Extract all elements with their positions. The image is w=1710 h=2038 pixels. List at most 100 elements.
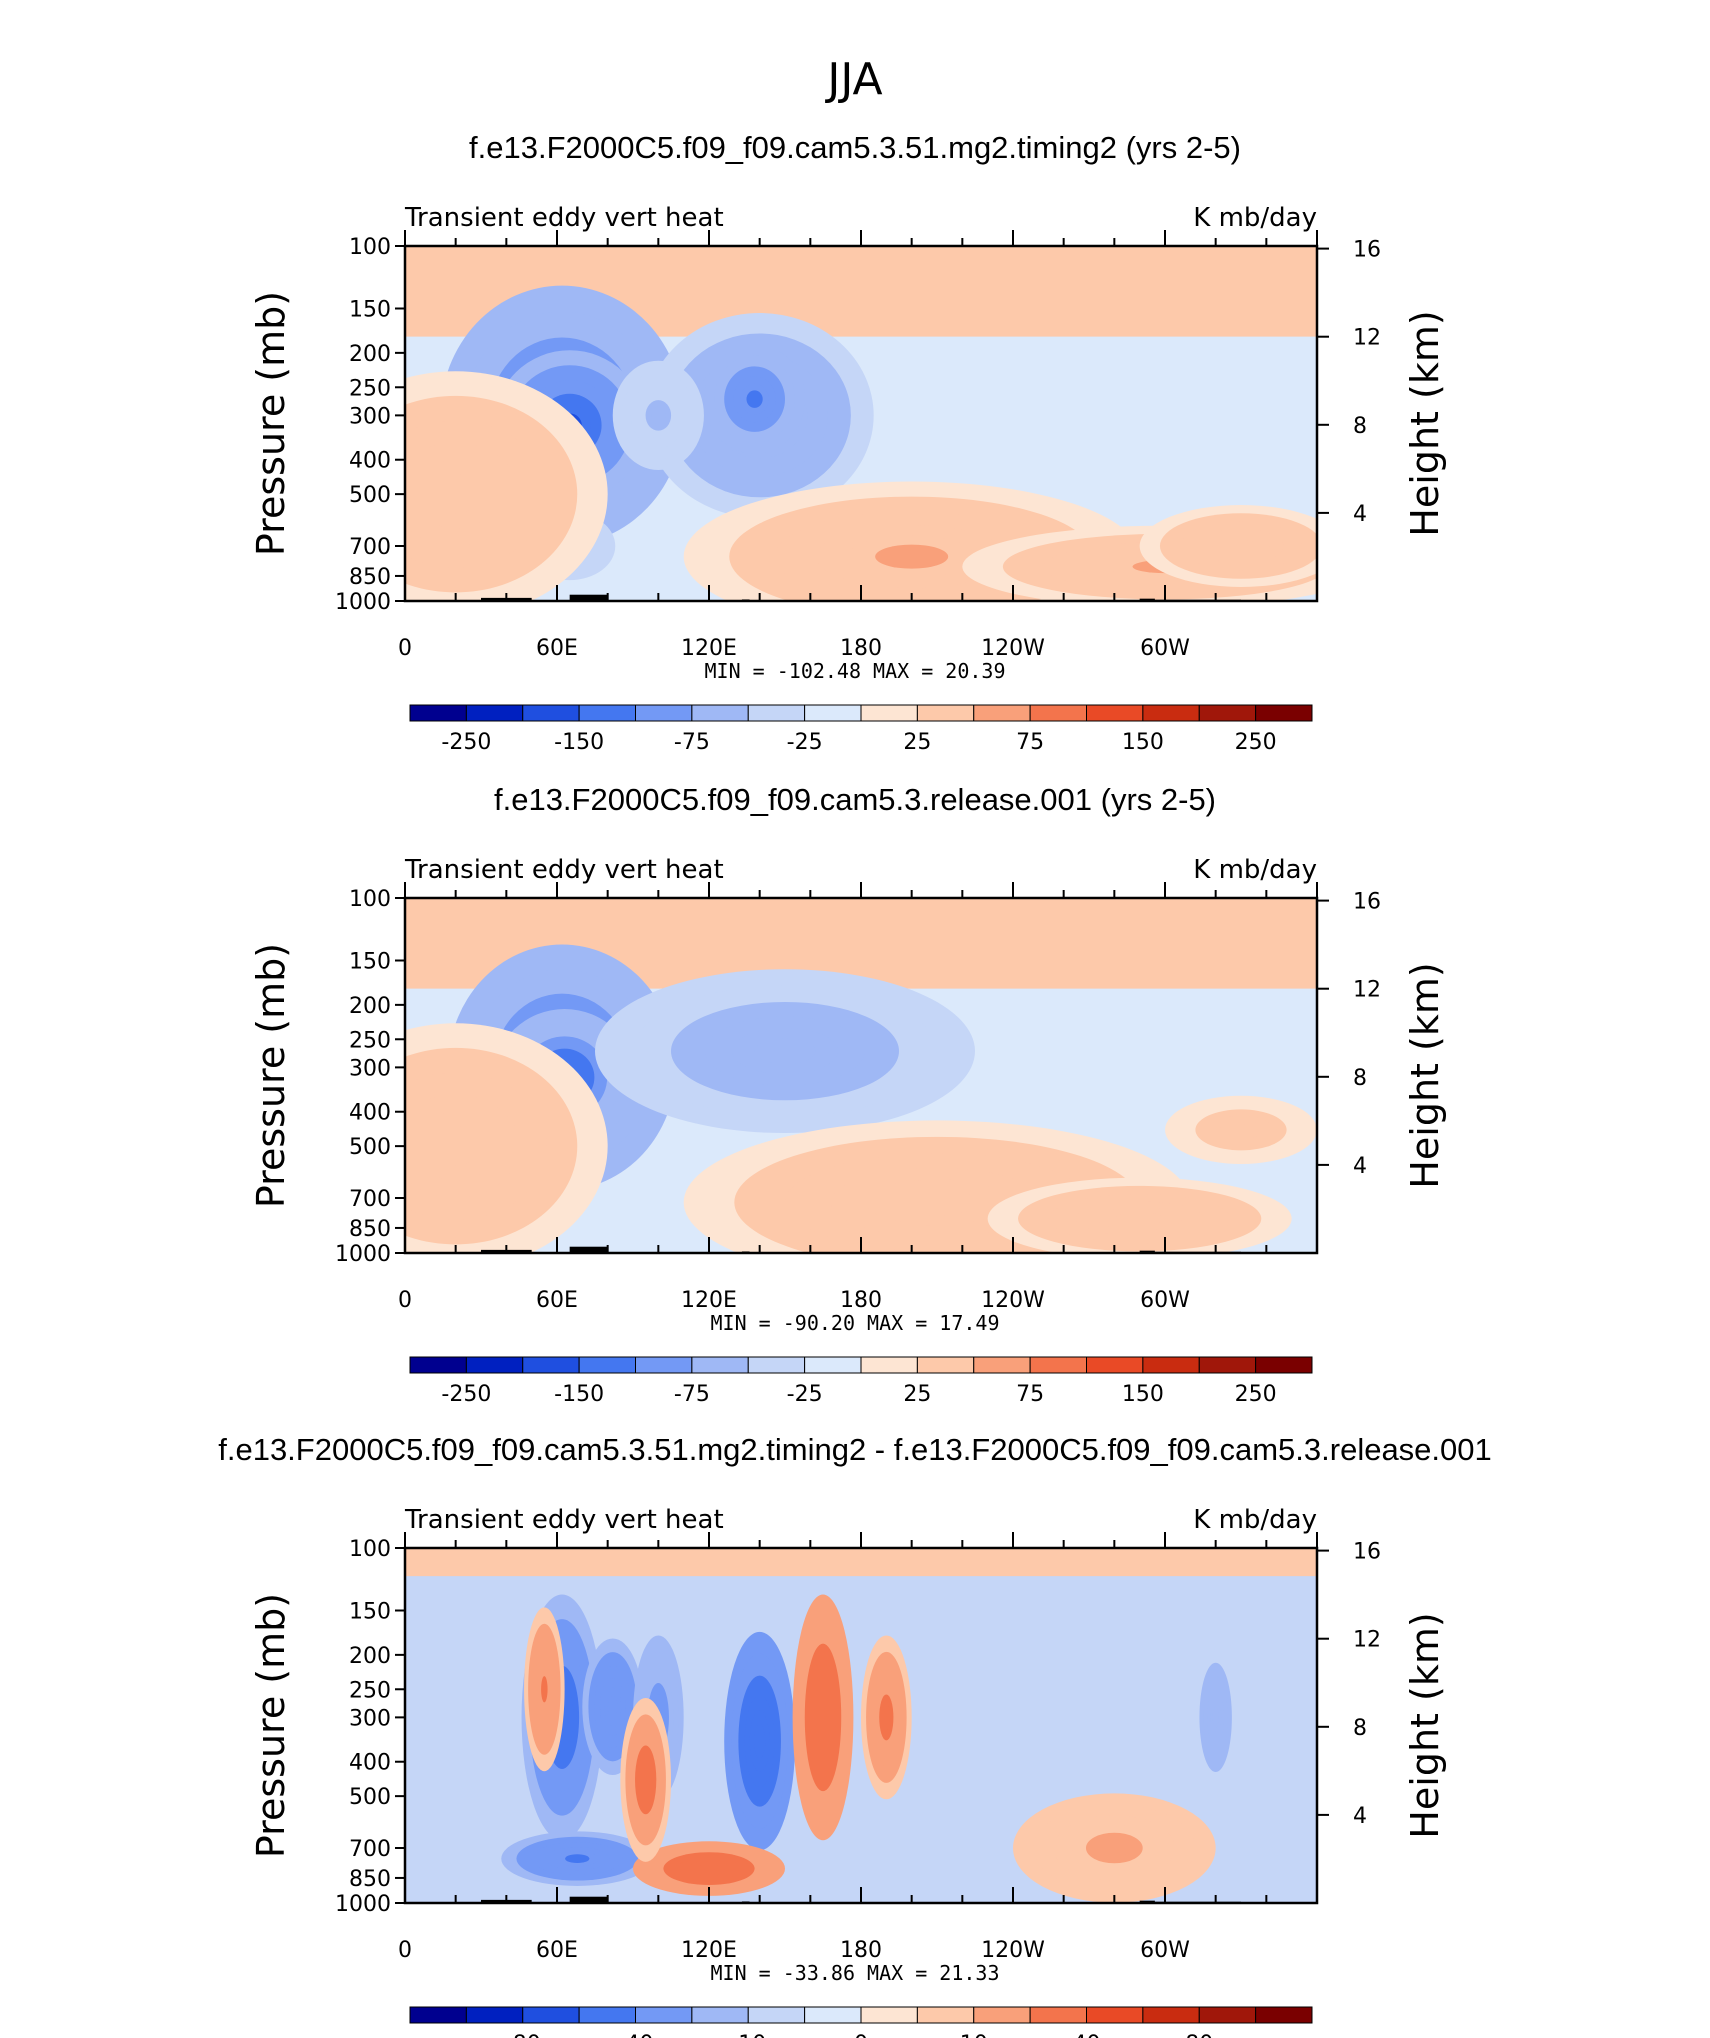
colorbar-box bbox=[691, 704, 749, 722]
contour-level bbox=[1115, 1212, 1164, 1226]
contour-level bbox=[565, 1854, 590, 1864]
colorbar-box bbox=[973, 704, 1031, 722]
pressure-tick-label: 300 bbox=[349, 1706, 391, 1731]
height-tick-label: 12 bbox=[1353, 978, 1381, 1003]
colorbar-label: -150 bbox=[554, 1382, 604, 1407]
colorbar-box bbox=[1255, 704, 1313, 722]
x-tick-label: 60E bbox=[536, 636, 578, 661]
y-axis-title: Pressure (mb) bbox=[249, 943, 293, 1208]
colorbar-box bbox=[635, 704, 693, 722]
contour-level bbox=[541, 1676, 548, 1703]
x-tick-label: 180 bbox=[840, 636, 882, 661]
contour-level bbox=[641, 1766, 650, 1793]
plot-area bbox=[405, 246, 1317, 601]
pressure-tick-label: 700 bbox=[349, 535, 391, 560]
colorbar-label: 25 bbox=[903, 1382, 931, 1407]
colorbar-box bbox=[1255, 2006, 1313, 2024]
data-blob bbox=[1165, 1095, 1317, 1165]
chart-panel-3: f.e13.F2000C5.f09_f09.cam5.3.51.mg2.timi… bbox=[218, 1432, 1492, 2038]
colorbar-label: 250 bbox=[1235, 730, 1277, 755]
plot-area bbox=[405, 898, 1317, 1253]
colorbar-box bbox=[465, 704, 524, 722]
plot-area bbox=[405, 1548, 1317, 1903]
pressure-tick-label: 300 bbox=[349, 404, 391, 429]
colorbar-box bbox=[916, 704, 975, 722]
colorbar-label: 250 bbox=[1235, 1382, 1277, 1407]
colorbar-box bbox=[860, 2006, 918, 2024]
colorbar-box bbox=[1255, 1356, 1313, 1374]
height-tick-label: 4 bbox=[1353, 1154, 1367, 1179]
colorbar-box bbox=[1142, 704, 1200, 722]
colorbar-box bbox=[1029, 704, 1087, 722]
colorbar-box bbox=[1086, 2006, 1144, 2024]
panels: f.e13.F2000C5.f09_f09.cam5.3.51.mg2.timi… bbox=[218, 130, 1492, 2038]
colorbar-box bbox=[578, 704, 636, 722]
contour-level bbox=[882, 1704, 891, 1731]
pressure-tick-label: 1000 bbox=[335, 1892, 391, 1917]
y-axis-right-title: Height (km) bbox=[1403, 310, 1447, 536]
colorbar-label: 40 bbox=[1073, 2032, 1101, 2038]
contour-level bbox=[431, 1126, 480, 1166]
pressure-tick-label: 500 bbox=[349, 1785, 391, 1810]
contour-level bbox=[754, 1038, 816, 1065]
height-tick-label: 8 bbox=[1353, 1716, 1367, 1741]
colorbar-box bbox=[1029, 2006, 1087, 2024]
colorbar-box bbox=[804, 704, 862, 722]
data-blob bbox=[1139, 505, 1317, 587]
contour-level bbox=[607, 1695, 618, 1718]
colorbar-label: -25 bbox=[787, 730, 823, 755]
colorbar-box bbox=[1086, 1356, 1144, 1374]
colorbar-label: -250 bbox=[441, 730, 491, 755]
colorbar-label: 0 bbox=[854, 2032, 868, 2038]
x-tick-label: 120W bbox=[981, 636, 1045, 661]
colorbar-label: 25 bbox=[903, 730, 931, 755]
pressure-tick-label: 250 bbox=[349, 376, 391, 401]
left-label: Transient eddy vert heat bbox=[404, 203, 724, 233]
colorbar-box bbox=[1086, 704, 1144, 722]
topography bbox=[569, 1896, 608, 1903]
x-tick-label: 180 bbox=[840, 1938, 882, 1963]
height-tick-label: 4 bbox=[1353, 502, 1367, 527]
colorbar-box bbox=[860, 704, 918, 722]
data-blob bbox=[724, 1631, 796, 1851]
y-axis-title: Pressure (mb) bbox=[249, 291, 293, 556]
colorbar-box bbox=[1198, 704, 1257, 722]
season-title: JJA bbox=[824, 54, 882, 105]
colorbar-label: -150 bbox=[554, 730, 604, 755]
colorbar-box bbox=[522, 704, 580, 722]
contour-level bbox=[746, 390, 763, 408]
panel-title: f.e13.F2000C5.f09_f09.cam5.3.51.mg2.timi… bbox=[469, 130, 1241, 165]
data-blob bbox=[501, 1831, 654, 1886]
pressure-tick-label: 700 bbox=[349, 1187, 391, 1212]
height-tick-label: 16 bbox=[1353, 890, 1381, 915]
colorbar-label: -10 bbox=[730, 2032, 766, 2038]
topography bbox=[569, 594, 608, 601]
colorbar-box bbox=[578, 1356, 636, 1374]
x-tick-label: 60E bbox=[536, 1938, 578, 1963]
y-axis-title: Pressure (mb) bbox=[249, 1593, 293, 1858]
colorbar-box bbox=[522, 2006, 580, 2024]
height-tick-label: 8 bbox=[1353, 1066, 1367, 1091]
contour-level bbox=[696, 1864, 722, 1873]
colorbar-label: -250 bbox=[441, 1382, 491, 1407]
pressure-tick-label: 300 bbox=[349, 1056, 391, 1081]
colorbar-box bbox=[1198, 2006, 1257, 2024]
x-tick-label: 0 bbox=[398, 1938, 412, 1963]
colorbar-label: 75 bbox=[1016, 1382, 1044, 1407]
panel-title: f.e13.F2000C5.f09_f09.cam5.3.51.mg2.timi… bbox=[218, 1432, 1492, 1467]
data-blob bbox=[1013, 1793, 1216, 1903]
data-blob bbox=[861, 1635, 912, 1800]
colorbar-box bbox=[1029, 1356, 1087, 1374]
min-max-readout: MIN = -33.86 MAX = 21.33 bbox=[711, 1961, 1000, 1985]
colorbar-label: 10 bbox=[960, 2032, 988, 2038]
colorbar-box bbox=[635, 1356, 693, 1374]
colorbar-label: 150 bbox=[1122, 730, 1164, 755]
contour-level bbox=[753, 1723, 766, 1759]
pressure-tick-label: 850 bbox=[349, 1867, 391, 1892]
pressure-tick-label: 200 bbox=[349, 994, 391, 1019]
contour-level bbox=[431, 474, 480, 514]
colorbar-box bbox=[973, 1356, 1031, 1374]
data-blob bbox=[620, 1697, 672, 1862]
contour-level bbox=[1212, 1706, 1219, 1729]
